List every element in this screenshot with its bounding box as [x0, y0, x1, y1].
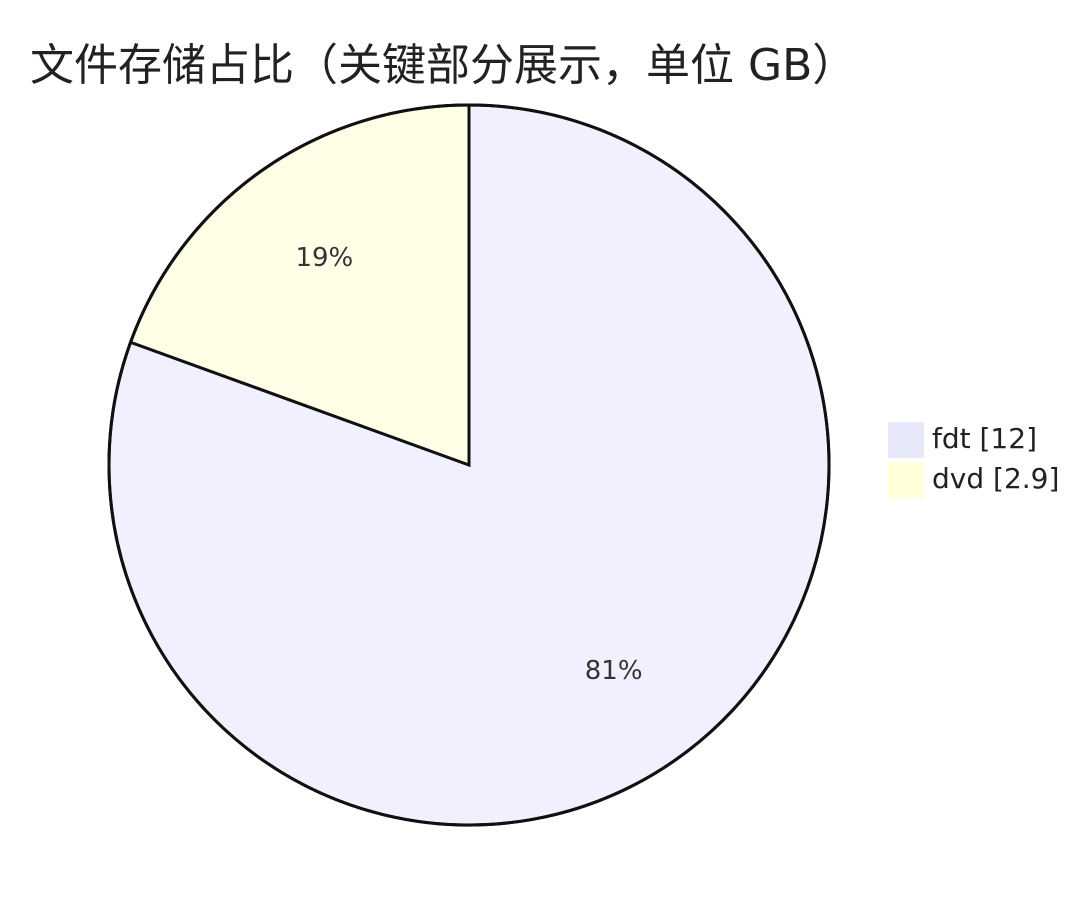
pie-slices: [107, 103, 831, 827]
legend-label-1: dvd [2.9]: [932, 462, 1059, 495]
legend: fdt [12] dvd [2.9]: [888, 422, 1059, 498]
legend-label-0: fdt [12]: [932, 422, 1037, 455]
slice-label-fdt: 81%: [585, 656, 643, 686]
chart-title: 文件存储占比（关键部分展示，单位 GB）: [30, 40, 856, 91]
slice-label-dvd: 19%: [295, 243, 353, 273]
pie-outline: [107, 103, 831, 827]
slice-labels: 81% 19%: [295, 243, 642, 686]
legend-swatch-1: [888, 462, 924, 498]
legend-swatch-0: [888, 422, 924, 458]
